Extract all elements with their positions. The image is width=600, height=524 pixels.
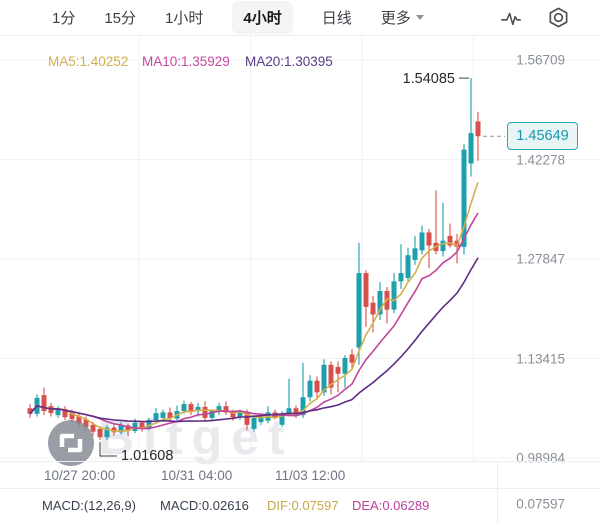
time-axis-label: 10/31 04:00 bbox=[161, 468, 233, 483]
dif-value: DIF:0.07597 bbox=[267, 498, 339, 513]
dea-value: DEA:0.06289 bbox=[352, 498, 430, 513]
macd-indicator-row: MACD:(12,26,9) MACD:0.02616 DIF:0.07597 … bbox=[0, 489, 600, 524]
divider bbox=[0, 488, 600, 489]
toolbar-icons bbox=[499, 6, 600, 29]
tab-daily[interactable]: 日线 bbox=[321, 10, 352, 27]
svg-text:1.54085: 1.54085 bbox=[403, 71, 455, 87]
macd-value: MACD:0.02616 bbox=[160, 498, 249, 513]
settings-icon[interactable] bbox=[547, 6, 570, 29]
macd-params: MACD:(12,26,9) bbox=[42, 498, 136, 513]
tab-15min[interactable]: 15分 bbox=[104, 10, 137, 27]
tab-1min[interactable]: 1分 bbox=[52, 10, 76, 27]
tab-4hour[interactable]: 4小时 bbox=[232, 1, 293, 34]
time-axis-label: 11/03 12:00 bbox=[275, 468, 346, 483]
time-axis: 10/27 20:00 10/31 04:00 11/03 12:00 bbox=[0, 462, 600, 488]
tab-more[interactable]: 更多 bbox=[381, 7, 424, 28]
time-axis-label: 10/27 20:00 bbox=[44, 468, 116, 483]
chevron-down-icon bbox=[415, 15, 424, 20]
indicator-icon[interactable] bbox=[499, 7, 523, 29]
tab-1hour[interactable]: 1小时 bbox=[165, 10, 204, 27]
timeframe-tabbar: 1分 15分 1小时 4小时 日线 更多 bbox=[0, 0, 600, 36]
current-price-badge: 1.45649 bbox=[507, 122, 578, 150]
divider bbox=[0, 461, 600, 462]
tab-more-label: 更多 bbox=[380, 10, 411, 27]
svg-text:1.01608: 1.01608 bbox=[121, 448, 173, 464]
divider bbox=[497, 461, 498, 524]
